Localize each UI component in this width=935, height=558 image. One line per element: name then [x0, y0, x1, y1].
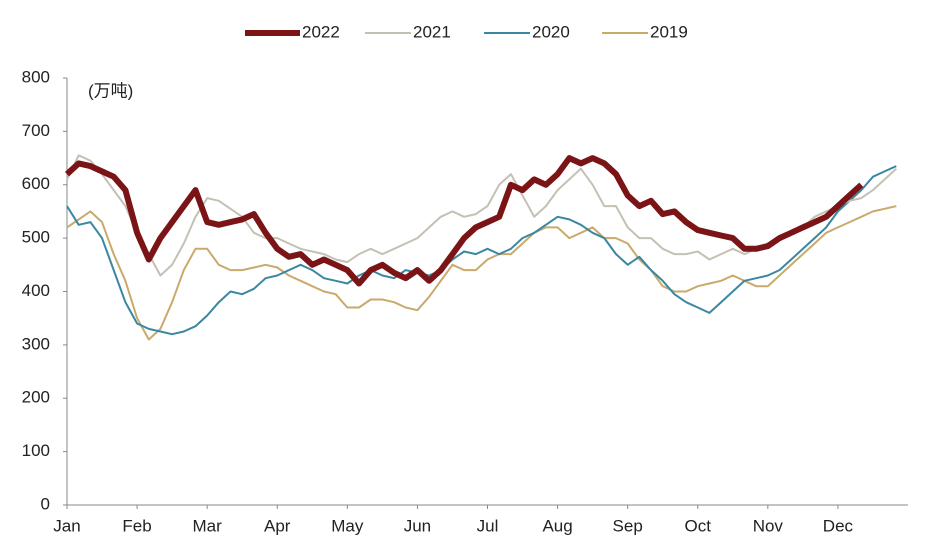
y-tick-label: 100	[22, 441, 50, 460]
y-tick-label: 300	[22, 334, 50, 353]
y-tick-label: 200	[22, 388, 50, 407]
x-tick-label: Dec	[823, 516, 854, 535]
y-tick-label: 600	[22, 174, 50, 193]
series-line	[66, 205, 897, 341]
x-tick-label: Sep	[613, 516, 643, 535]
x-tick-label: Mar	[193, 516, 223, 535]
y-tick-label: 500	[22, 228, 50, 247]
x-tick-label: Apr	[264, 516, 291, 535]
x-tick-label: Jul	[477, 516, 499, 535]
y-tick-label: 400	[22, 281, 50, 300]
x-tick-label: Oct	[685, 516, 712, 535]
y-tick-label: 800	[22, 67, 50, 86]
legend-label: 2021	[413, 22, 451, 41]
x-tick-label: Jun	[404, 516, 431, 535]
x-tick-label: Nov	[753, 516, 784, 535]
series-line	[64, 155, 864, 287]
x-tick-label: Aug	[542, 516, 572, 535]
y-axis-unit: (万吨)	[88, 81, 133, 100]
y-tick-label: 700	[22, 121, 50, 140]
x-tick-label: Feb	[122, 516, 151, 535]
x-tick-label: Jan	[53, 516, 80, 535]
y-tick-label: 0	[41, 494, 50, 513]
legend-label: 2022	[302, 22, 340, 41]
legend-label: 2019	[650, 22, 688, 41]
x-tick-label: May	[331, 516, 364, 535]
legend-label: 2020	[532, 22, 570, 41]
series-line	[66, 165, 897, 336]
